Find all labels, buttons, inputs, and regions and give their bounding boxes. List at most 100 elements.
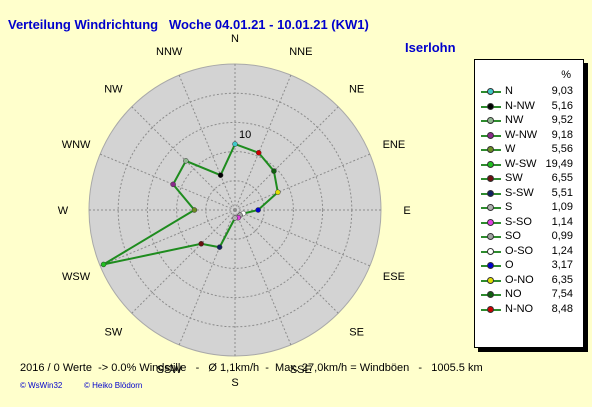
legend-marker <box>487 175 494 182</box>
legend-item: N 9,03 <box>479 85 579 99</box>
legend-label: N <box>505 85 513 97</box>
legend-label: W-SW <box>505 157 537 170</box>
legend: % N 9,03 N-NW 5,16 NW 9,52 W-NW 9,18 W 5,56 W-SW 19… <box>474 59 584 348</box>
direction-label-e: E <box>403 205 410 217</box>
legend-value: 3,17 <box>551 259 573 271</box>
direction-label-s: S <box>231 377 238 389</box>
direction-label-ene: ENE <box>383 139 406 151</box>
legend-item: N-NW 5,16 <box>479 100 579 114</box>
location-label: Iserlohn <box>405 40 456 55</box>
direction-label-nw: NW <box>104 83 123 95</box>
data-point-nne <box>255 150 262 156</box>
direction-label-wnw: WNW <box>62 139 91 151</box>
legend-item: S 1,09 <box>479 201 579 215</box>
legend-marker <box>487 218 494 226</box>
grid-spoke <box>234 209 371 267</box>
legend-label: NW <box>505 114 524 126</box>
chart-title: Verteilung Windrichtung Woche 04.01.21 -… <box>8 17 369 32</box>
direction-label-ssw: SSW <box>157 364 183 376</box>
legend-item: O-NO 6,35 <box>479 274 579 288</box>
direction-label-sse: SSE <box>290 364 312 376</box>
data-point-s <box>232 215 238 221</box>
legend-marker <box>487 146 494 153</box>
wind-series-points <box>100 141 281 268</box>
grid-spoke <box>99 153 236 211</box>
legend-label: N-NW <box>505 99 535 112</box>
grid-spoke <box>234 106 339 211</box>
legend-item: O-SO 1,24 <box>479 245 579 259</box>
direction-label-sw: SW <box>105 327 123 339</box>
legend-item: W-SW 19,49 <box>479 158 579 172</box>
data-point-ene <box>275 189 281 196</box>
legend-value: 1,09 <box>551 201 573 213</box>
data-point-wnw <box>170 181 176 188</box>
direction-label-ne: NE <box>349 83 364 95</box>
legend-marker <box>487 247 494 255</box>
legend-item: N-NO 8,48 <box>479 303 579 317</box>
legend-label: S <box>505 201 513 213</box>
data-point-ssw <box>216 244 223 250</box>
direction-label-ese: ESE <box>383 271 405 283</box>
legend-marker <box>487 189 494 197</box>
data-point-e <box>255 207 261 213</box>
direction-label-se: SE <box>349 327 364 339</box>
data-point-nw <box>183 158 189 164</box>
legend-item: W 5,56 <box>479 143 579 157</box>
legend-label: N-NO <box>505 302 534 315</box>
grid-ring <box>176 151 294 269</box>
legend-marker <box>487 262 494 269</box>
legend-value: 5,56 <box>551 143 573 155</box>
data-point-sw <box>198 241 204 247</box>
grid-spoke <box>234 209 339 314</box>
data-point-n <box>232 141 238 147</box>
legend-item: SW 6,55 <box>479 172 579 186</box>
legend-value: 19,49 <box>545 157 573 170</box>
legend-value: 6,55 <box>551 172 573 184</box>
legend-value: 1,14 <box>551 215 573 228</box>
legend-marker <box>487 117 494 124</box>
legend-label: O-NO <box>505 273 534 286</box>
grid-spoke <box>99 209 236 267</box>
legend-marker <box>487 160 494 168</box>
direction-label-w: W <box>58 205 69 217</box>
legend-item: SO 0,99 <box>479 230 579 244</box>
data-point-w <box>191 207 198 213</box>
grid-spoke <box>234 153 371 211</box>
legend-label: W-NW <box>505 128 538 141</box>
legend-marker <box>487 291 494 298</box>
legend-value: 9,03 <box>551 85 573 97</box>
data-point-wsw <box>100 261 107 268</box>
legend-marker <box>487 233 494 240</box>
direction-label-nne: NNE <box>289 46 312 58</box>
legend-marker <box>487 131 494 139</box>
legend-item: NW 9,52 <box>479 114 579 128</box>
legend-item: S-SW 5,51 <box>479 187 579 201</box>
footer-stats: 2016 / 0 Werte -> 0.0% Windstille - Ø 1,… <box>20 362 483 374</box>
legend-value: 1,24 <box>551 244 573 257</box>
direction-label-nnw: NNW <box>156 46 183 58</box>
legend-label: S-SO <box>505 215 532 228</box>
legend-marker <box>487 204 494 211</box>
legend-marker <box>487 305 494 313</box>
data-point-ne <box>271 168 277 174</box>
grid-spoke <box>131 106 236 211</box>
grid-spoke <box>178 74 236 211</box>
direction-label-n: N <box>231 33 239 45</box>
legend-value: 9,18 <box>551 128 573 141</box>
legend-label: O <box>505 259 514 271</box>
legend-item: S-SO 1,14 <box>479 216 579 230</box>
grid-ring <box>146 121 324 299</box>
legend-item: O 3,17 <box>479 259 579 273</box>
legend-label: SO <box>505 230 521 242</box>
legend-unit: % <box>561 69 571 81</box>
legend-label: W <box>505 143 516 155</box>
legend-value: 5,51 <box>551 186 573 199</box>
credit-author: © Heiko Blödorn <box>84 381 143 390</box>
legend-value: 5,16 <box>551 99 573 112</box>
legend-value: 0,99 <box>551 230 573 242</box>
credit-software: © WsWin32 <box>20 381 63 390</box>
ring-label: 10 <box>239 129 251 141</box>
grid-spoke <box>178 209 236 346</box>
legend-item: W-NW 9,18 <box>479 129 579 143</box>
legend-label: S-SW <box>505 186 534 199</box>
